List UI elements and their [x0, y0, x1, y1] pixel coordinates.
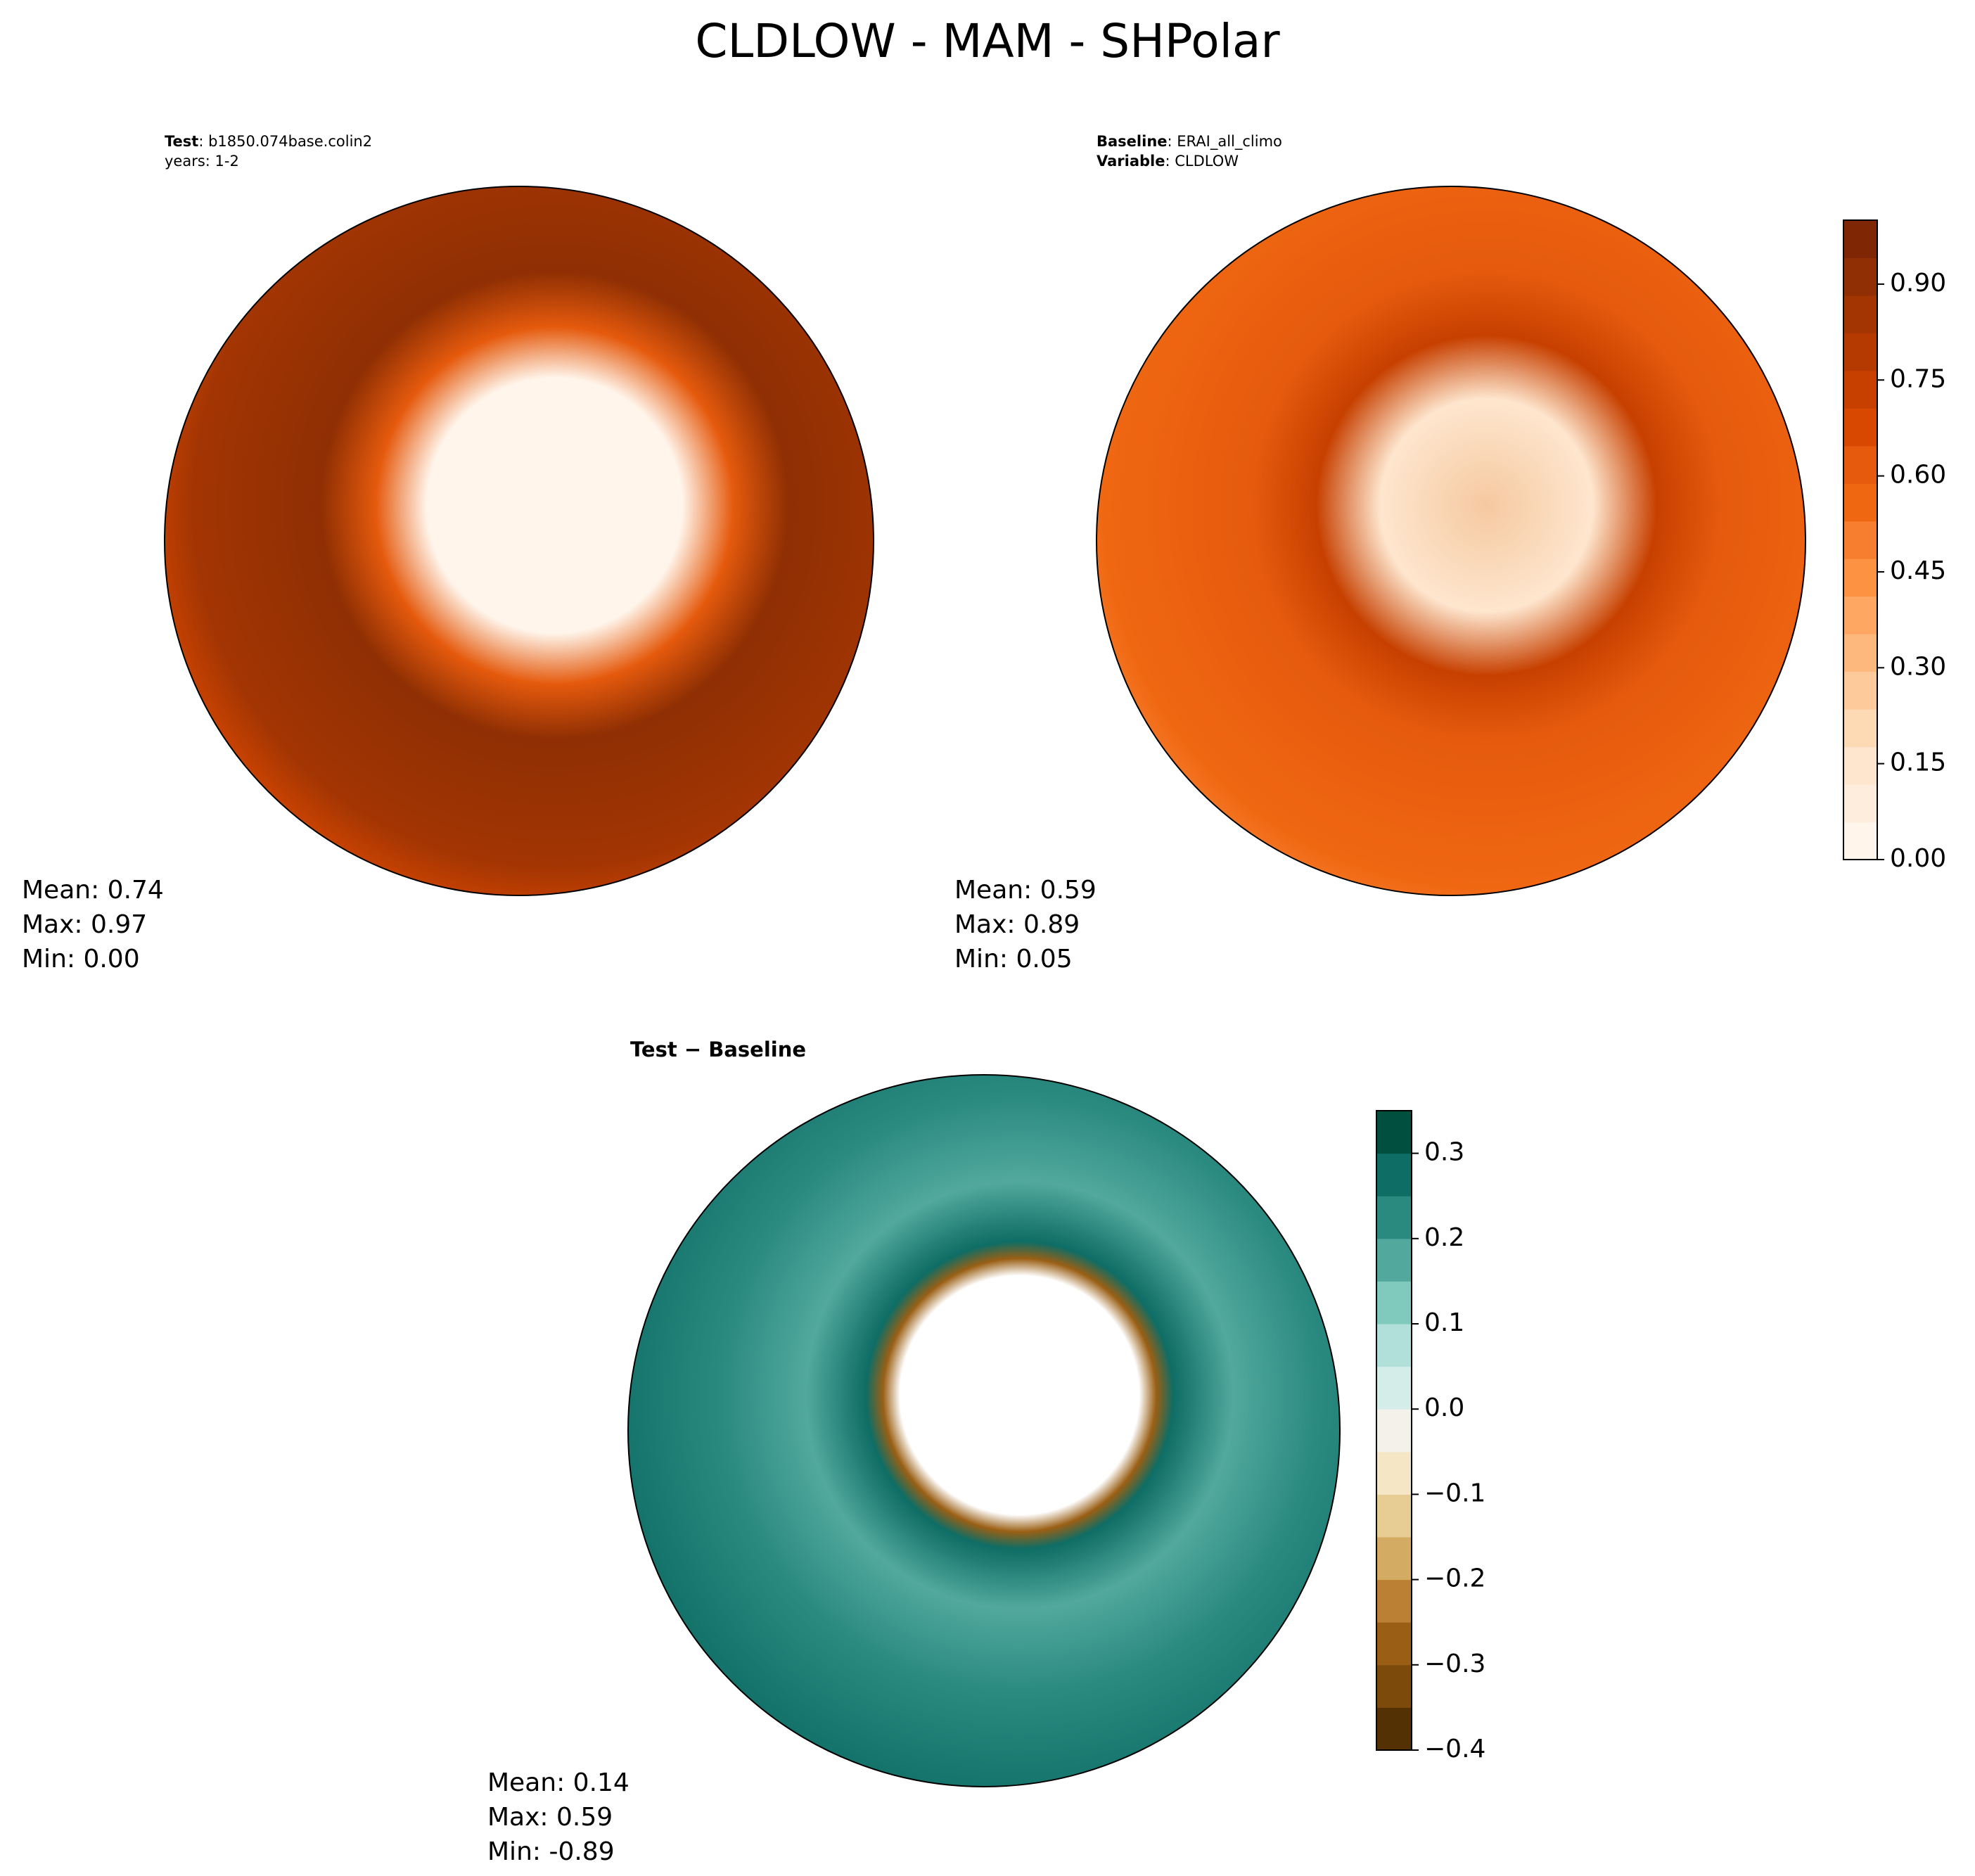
colorbar-segment	[1843, 784, 1877, 823]
map	[164, 186, 874, 896]
tick-label: −0.4	[1424, 1735, 1485, 1763]
tick-label: 0.60	[1890, 461, 1946, 490]
colorbar-segment	[1843, 671, 1877, 710]
map	[627, 1074, 1341, 1787]
colorbar-segment	[1376, 1196, 1412, 1239]
colorbar-segment	[1843, 521, 1877, 559]
stat-line: Mean: 0.14	[487, 1768, 629, 1797]
colorbar-segment	[1376, 1579, 1412, 1623]
colorbar-segment	[1376, 1324, 1412, 1367]
tick-label: 0.00	[1890, 844, 1946, 873]
colorbar-segment	[1843, 257, 1877, 296]
colorbar-segment	[1376, 1451, 1412, 1495]
tick-label: −0.3	[1424, 1650, 1485, 1678]
header-text: : ERAI_all_climo	[1168, 133, 1282, 151]
colorbar-segment	[1376, 1366, 1412, 1410]
colorbar-segment	[1376, 1664, 1412, 1708]
tick-label: 0.90	[1890, 269, 1946, 298]
colorbar-frame	[1843, 219, 1878, 860]
colorbar-segment	[1376, 1409, 1412, 1453]
colorbar-segment	[1843, 746, 1877, 785]
colorbar-segment	[1843, 445, 1877, 484]
header-label: Baseline	[1097, 133, 1168, 150]
panel-header: Test: b1850.074base.colin2	[165, 133, 372, 150]
tick-label: 0.15	[1890, 748, 1946, 777]
colorbar-segment	[1376, 1153, 1412, 1197]
stat-line: Min: 0.00	[22, 945, 140, 974]
colorbar-segment	[1376, 1494, 1412, 1538]
figure-title: CLDLOW - MAM - SHPolar	[695, 14, 1280, 68]
panel-header: Variable: CLDLOW	[1097, 153, 1239, 170]
header-text: : CLDLOW	[1165, 153, 1239, 170]
colorbar-segment	[1843, 295, 1877, 333]
colorbar-segment	[1376, 1111, 1412, 1154]
colorbar-segment	[1376, 1281, 1412, 1325]
panel-header: years: 1-2	[165, 153, 239, 170]
stat-line: Max: 0.97	[22, 910, 147, 939]
colorbar-frame	[1376, 1110, 1412, 1751]
colorbar-segment	[1376, 1622, 1412, 1666]
colorbar-segment	[1843, 333, 1877, 371]
tick-label: 0.3	[1424, 1138, 1464, 1167]
panel-header: Test − Baseline	[630, 1038, 806, 1061]
colorbar-segment	[1843, 634, 1877, 672]
tick-label: 0.45	[1890, 556, 1946, 585]
tick-label: 0.1	[1424, 1308, 1464, 1337]
colorbar-segment	[1843, 483, 1877, 522]
stat-line: Max: 0.89	[954, 910, 1080, 939]
colorbars: 0.00 0.15 0.30 0.45 0.60 0.75 0.90 −0.4 −0.3 −0.2…	[1376, 219, 1946, 1763]
header-label: Test	[165, 133, 198, 150]
colorbar-segment	[1843, 596, 1877, 634]
tick-label: −0.1	[1424, 1479, 1485, 1507]
colorbar-segment	[1843, 408, 1877, 447]
colorbar-segment	[1376, 1238, 1412, 1282]
colorbar-segment	[1843, 220, 1877, 258]
stat-line: Max: 0.59	[487, 1803, 613, 1832]
colorbar-segment	[1843, 370, 1877, 409]
stat-line: Mean: 0.59	[954, 876, 1097, 905]
stat-line: Min: 0.05	[954, 945, 1073, 974]
stat-line: Mean: 0.74	[22, 876, 164, 905]
tick-label: 0.0	[1424, 1393, 1464, 1422]
colorbar-segment	[1843, 559, 1877, 597]
colorbar-segment	[1376, 1537, 1412, 1581]
panel-header: Baseline: ERAI_all_climo	[1097, 133, 1282, 151]
map	[1096, 186, 1806, 896]
tick-label: 0.75	[1890, 364, 1946, 393]
tick-label: −0.2	[1424, 1564, 1485, 1593]
tick-label: 0.30	[1890, 652, 1946, 681]
stat-line: Min: -0.89	[487, 1837, 615, 1866]
tick-label: 0.2	[1424, 1223, 1464, 1252]
colorbar-segment	[1843, 709, 1877, 748]
header-label: Variable	[1097, 153, 1165, 170]
colorbar-segment	[1376, 1707, 1412, 1751]
colorbar-segment	[1843, 822, 1877, 860]
stats: Mean: 0.74 Max: 0.97 Min: 0.00 Mean: 0.59 Ma…	[22, 876, 1097, 1866]
header-text: : b1850.074base.colin2	[198, 133, 372, 150]
